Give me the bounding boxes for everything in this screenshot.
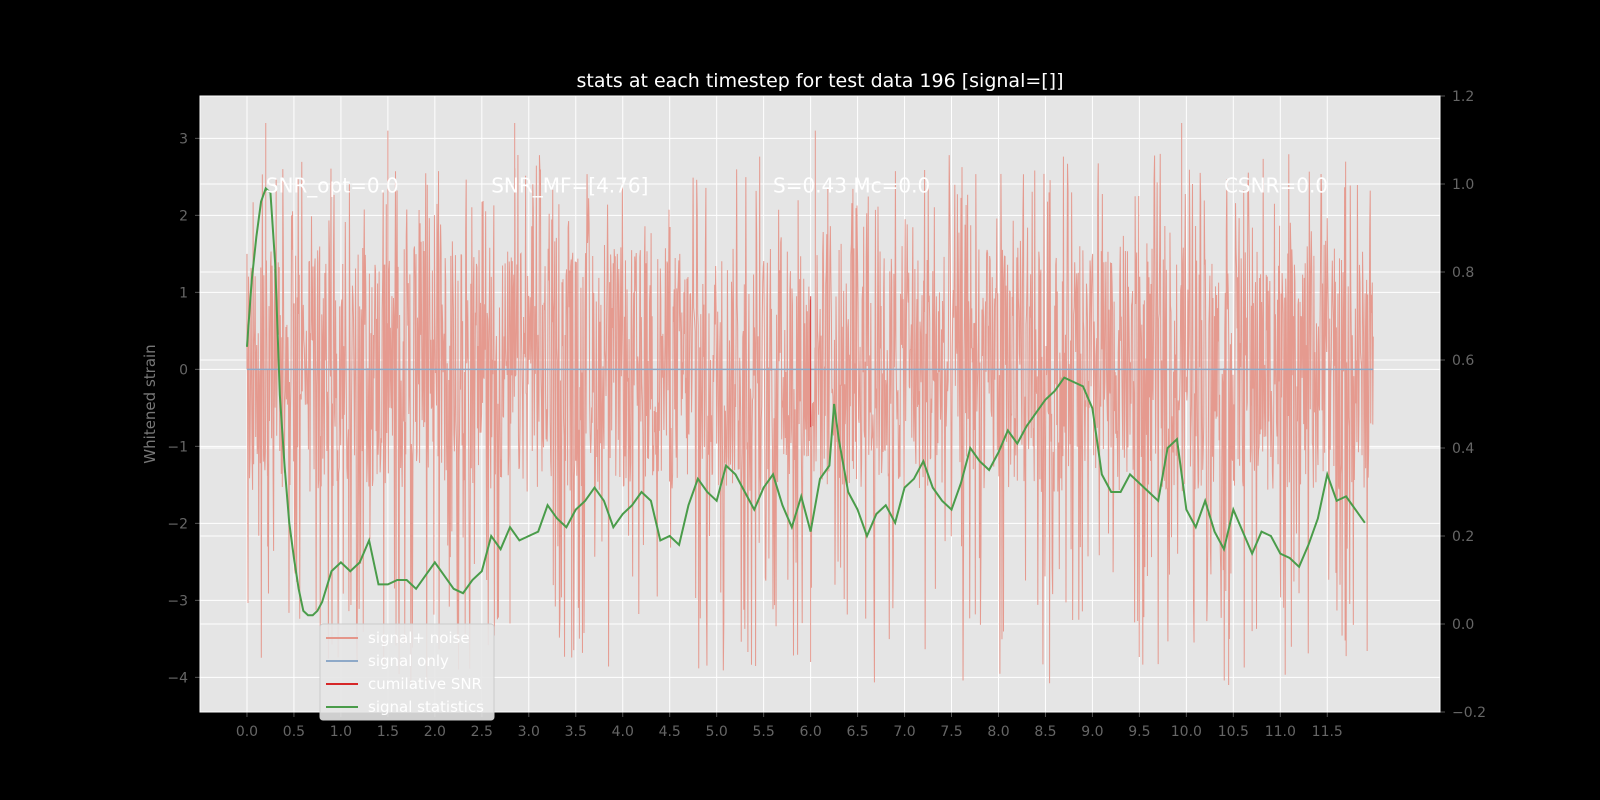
x-tick-label: 6.0 [799, 724, 821, 740]
x-tick-label: 8.5 [1034, 724, 1056, 740]
x-tick-label: 10.0 [1171, 724, 1202, 740]
x-tick-label: 7.5 [940, 724, 962, 740]
legend-label: signal statistics [368, 698, 484, 716]
legend-label: cumilative SNR [368, 675, 482, 693]
x-tick-label: 8.0 [987, 724, 1009, 740]
y2-tick-label: 0.4 [1452, 441, 1474, 457]
y-tick-label: 0 [179, 362, 188, 378]
x-tick-label: 0.5 [283, 724, 305, 740]
y2-tick-label: 0.8 [1452, 265, 1474, 281]
y-tick-label: −4 [167, 670, 188, 686]
x-tick-label: 1.5 [377, 724, 399, 740]
x-tick-label: 5.0 [706, 724, 728, 740]
x-tick-label: 9.5 [1128, 724, 1150, 740]
annotation-text: SNR_MF=[4.76] [491, 174, 648, 198]
x-tick-label: 4.0 [612, 724, 634, 740]
y2-tick-label: 1.2 [1452, 89, 1474, 105]
series-lines [245, 186, 1374, 617]
annotation-text: CSNR=0.0 [1224, 174, 1328, 198]
legend-label: signal only [368, 652, 449, 670]
y2-tick-label: 0.2 [1452, 529, 1474, 545]
y-tick-label: −1 [167, 439, 188, 455]
x-tick-label: 11.0 [1265, 724, 1296, 740]
y-tick-label: 3 [179, 131, 188, 147]
x-tick-label: 6.5 [846, 724, 868, 740]
legend: signal+ noise signal only cumilative SNR si… [319, 623, 495, 721]
y-tick-label: 1 [179, 285, 188, 301]
y2-tick-label: 1.0 [1452, 177, 1474, 193]
annotation-text: S=0.43 Mc=0.0 [773, 174, 930, 198]
signal-statistics-line [245, 186, 1366, 617]
x-tick-label: 5.5 [753, 724, 775, 740]
chart-title: stats at each timestep for test data 196… [576, 70, 1063, 92]
y-tick-label: 2 [179, 208, 188, 224]
x-tick-label: 1.0 [330, 724, 352, 740]
legend-box [319, 623, 495, 721]
y-tick-label: −2 [167, 516, 188, 532]
annotations: SNR_opt=0.0 SNR_MF=[4.76] S=0.43 Mc=0.0 CSN… [266, 174, 1328, 198]
x-tick-label: 7.0 [893, 724, 915, 740]
y-axis-label: Whitened strain [141, 344, 159, 463]
legend-label: signal+ noise [368, 629, 470, 647]
y2-tick-label: −0.2 [1452, 705, 1486, 721]
x-tick-label: 2.5 [471, 724, 493, 740]
x-tick-label: 11.5 [1312, 724, 1343, 740]
x-tick-label: 4.5 [659, 724, 681, 740]
x-tick-label: 2.0 [424, 724, 446, 740]
y2-tick-label: 0.0 [1452, 617, 1474, 633]
x-tick-label: 9.0 [1081, 724, 1103, 740]
x-tick-label: 0.0 [236, 724, 258, 740]
y-tick-label: −3 [167, 593, 188, 609]
x-tick-label: 3.0 [518, 724, 540, 740]
x-tick-label: 3.5 [565, 724, 587, 740]
annotation-text: SNR_opt=0.0 [266, 174, 399, 198]
plot-frame [199, 95, 1441, 713]
y2-tick-label: 0.6 [1452, 353, 1474, 369]
x-tick-label: 10.5 [1218, 724, 1249, 740]
axes: 0.0 0.5 1.0 1.5 2.0 2.5 3.0 3.5 4.0 4.5 5.0 5.5 6.0 6… [167, 89, 1486, 740]
